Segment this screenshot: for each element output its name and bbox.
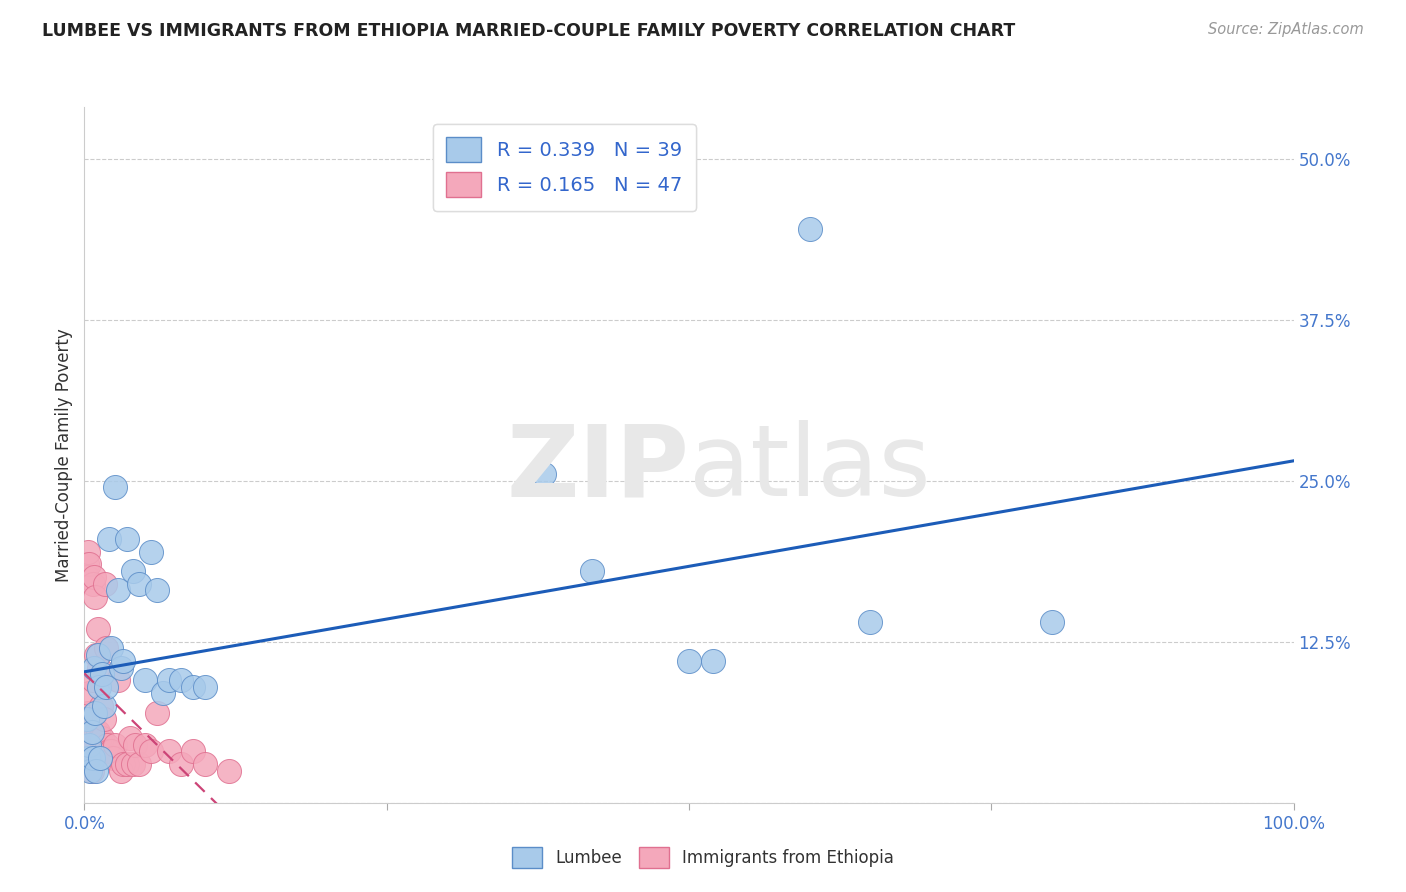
Point	[80, 725, 103, 739]
Point	[86, 764, 108, 778]
Point	[194, 757, 217, 772]
Point	[104, 480, 127, 494]
Point	[96, 738, 118, 752]
Point	[121, 564, 143, 578]
Point	[86, 725, 108, 739]
Point	[86, 622, 108, 636]
Point	[77, 706, 100, 720]
Point	[84, 706, 107, 720]
Point	[93, 712, 115, 726]
Point	[75, 744, 97, 758]
Text: ZIP: ZIP	[506, 420, 689, 517]
Point	[79, 764, 101, 778]
Point	[859, 615, 882, 630]
Point	[103, 750, 125, 764]
Point	[128, 576, 150, 591]
Point	[90, 699, 112, 714]
Point	[83, 570, 105, 584]
Point	[107, 583, 129, 598]
Point	[82, 576, 104, 591]
Point	[146, 706, 169, 720]
Point	[107, 673, 129, 688]
Point	[533, 467, 555, 482]
Point	[170, 757, 193, 772]
Point	[93, 699, 115, 714]
Point	[139, 744, 162, 758]
Point	[89, 731, 111, 746]
Point	[115, 532, 138, 546]
Point	[181, 744, 204, 758]
Point	[83, 660, 105, 674]
Point	[97, 532, 120, 546]
Point	[77, 686, 100, 700]
Point	[152, 686, 174, 700]
Point	[124, 738, 146, 752]
Point	[157, 673, 180, 688]
Point	[80, 738, 103, 752]
Point	[104, 738, 127, 752]
Point	[121, 757, 143, 772]
Point	[112, 757, 135, 772]
Point	[100, 744, 122, 758]
Point	[91, 731, 114, 746]
Point	[77, 558, 100, 572]
Point	[181, 680, 204, 694]
Point	[157, 744, 180, 758]
Point	[194, 680, 217, 694]
Point	[581, 564, 603, 578]
Point	[110, 764, 132, 778]
Point	[91, 667, 114, 681]
Point	[170, 673, 193, 688]
Point	[94, 641, 117, 656]
Point	[87, 680, 110, 694]
Point	[77, 750, 100, 764]
Point	[799, 222, 821, 236]
Point	[120, 731, 142, 746]
Point	[84, 590, 107, 604]
Point	[89, 750, 111, 764]
Point	[146, 583, 169, 598]
Text: atlas: atlas	[689, 420, 931, 517]
Point	[128, 757, 150, 772]
Text: LUMBEE VS IMMIGRANTS FROM ETHIOPIA MARRIED-COUPLE FAMILY POVERTY CORRELATION CHA: LUMBEE VS IMMIGRANTS FROM ETHIOPIA MARRI…	[42, 22, 1015, 40]
Point	[97, 744, 120, 758]
Point	[76, 570, 98, 584]
Point	[87, 660, 110, 674]
Legend: Lumbee, Immigrants from Ethiopia: Lumbee, Immigrants from Ethiopia	[505, 840, 901, 875]
Point	[1040, 615, 1063, 630]
Point	[77, 544, 100, 558]
Point	[76, 712, 98, 726]
Point	[86, 725, 108, 739]
Point	[86, 648, 108, 662]
Point	[82, 750, 104, 764]
Legend: R = 0.339   N = 39, R = 0.165   N = 47: R = 0.339 N = 39, R = 0.165 N = 47	[433, 124, 696, 211]
Point	[100, 641, 122, 656]
Point	[94, 576, 117, 591]
Point	[76, 558, 98, 572]
Point	[79, 731, 101, 746]
Text: Source: ZipAtlas.com: Source: ZipAtlas.com	[1208, 22, 1364, 37]
Point	[86, 648, 108, 662]
Point	[112, 654, 135, 668]
Point	[139, 544, 162, 558]
Point	[702, 654, 724, 668]
Point	[82, 673, 104, 688]
Point	[94, 680, 117, 694]
Point	[678, 654, 700, 668]
Point	[115, 757, 138, 772]
Point	[218, 764, 240, 778]
Point	[77, 738, 100, 752]
Point	[110, 660, 132, 674]
Y-axis label: Married-Couple Family Poverty: Married-Couple Family Poverty	[55, 328, 73, 582]
Point	[80, 764, 103, 778]
Point	[79, 712, 101, 726]
Point	[134, 673, 156, 688]
Point	[134, 738, 156, 752]
